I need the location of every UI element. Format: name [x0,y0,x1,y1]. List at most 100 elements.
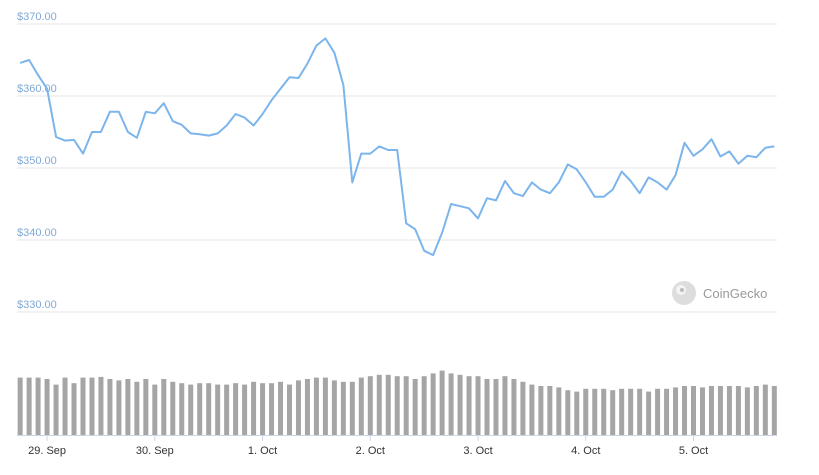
volume-bar [53,384,59,435]
volume-bar [565,390,571,435]
volume-bar [107,379,113,435]
volume-bar [35,377,41,435]
volume-bar [511,379,517,435]
x-tick-label: 2. Oct [356,445,385,457]
volume-bar [601,388,607,435]
volume-bar [322,377,328,435]
volume-bar [80,377,86,435]
volume-bar [592,388,598,435]
volume-bar [403,376,409,435]
volume-bar [89,377,95,435]
volume-bar [44,379,50,435]
volume-bar [412,379,418,435]
volume-bar [17,377,23,435]
volume-bar [583,388,589,435]
watermark-text: CoinGecko [703,286,767,301]
volume-bar [771,386,777,435]
volume-bar [610,390,616,435]
volume-bar [637,388,643,435]
volume-bar [358,377,364,435]
volume-bar [673,387,679,435]
volume-bar [215,384,221,435]
y-tick-label: $340.00 [17,227,57,239]
volume-bar [251,381,257,435]
volume-bar [556,387,562,435]
volume-bar [691,386,697,435]
y-tick-label: $370.00 [17,11,57,23]
volume-bar [188,384,194,435]
volume-bar [98,376,104,435]
volume-bar [304,379,310,435]
volume-bar [152,384,158,435]
volume-bar [349,381,355,435]
volume-bar [233,383,239,435]
volume-bar [116,380,122,435]
volume-bar [242,384,248,435]
x-tick-label: 5. Oct [679,445,708,457]
volume-bar [385,374,391,435]
x-tick-label: 1. Oct [248,445,277,457]
volume-bar [682,386,688,435]
volume-bar [278,381,284,435]
x-tick-label: 4. Oct [571,445,600,457]
volume-bar [340,381,346,435]
volume-bar [376,374,382,435]
volume-bar [664,388,670,435]
volume-bar [619,388,625,435]
volume-bar [529,384,535,435]
volume-bar [655,388,661,435]
volume-bar [161,379,167,435]
volume-bar [484,379,490,435]
volume-bar [62,377,68,435]
volume-bar [286,384,292,435]
volume-bar [313,377,319,435]
volume-bar [269,383,275,435]
volume-bar [717,386,723,435]
volume-bar [448,373,454,435]
volume-bar [735,386,741,435]
volume-bar [421,376,427,435]
volume-bar [331,380,337,435]
volume-bar [143,379,149,435]
volume-bar [134,381,140,435]
y-tick-label: $350.00 [17,155,57,167]
x-tick-label: 30. Sep [136,445,174,457]
volume-bar [708,386,714,435]
volume-bar [475,376,481,435]
y-tick-label: $360.00 [17,83,57,95]
volume-bar [502,376,508,435]
volume-bar [699,387,705,435]
volume-bar [762,384,768,435]
volume-bar [493,379,499,435]
volume-bar [466,376,472,435]
volume-bar [224,384,230,435]
watermark-icon [672,281,696,305]
volume-bar [457,374,463,435]
x-tick-label: 3. Oct [463,445,492,457]
volume-bar [206,383,212,435]
volume-bar [753,386,759,435]
volume-bar [125,379,131,435]
x-tick-label: 29. Sep [28,445,66,457]
volume-bar [547,386,553,435]
volume-bar [295,380,301,435]
volume-bar [179,383,185,435]
volume-bar [197,383,203,435]
volume-bar [26,377,32,435]
y-tick-label: $330.00 [17,299,57,311]
volume-bar [538,386,544,435]
volume-bar [394,376,400,435]
volume-bar [520,381,526,435]
volume-bar [430,373,436,435]
volume-bar [726,386,732,435]
volume-bar [744,387,750,435]
volume-bar [439,370,445,435]
volume-bar [260,383,266,435]
volume-bar [367,376,373,435]
volume-bar [646,391,652,435]
volume-bar [574,391,580,435]
volume-bar [71,383,77,435]
volume-bar [628,388,634,435]
